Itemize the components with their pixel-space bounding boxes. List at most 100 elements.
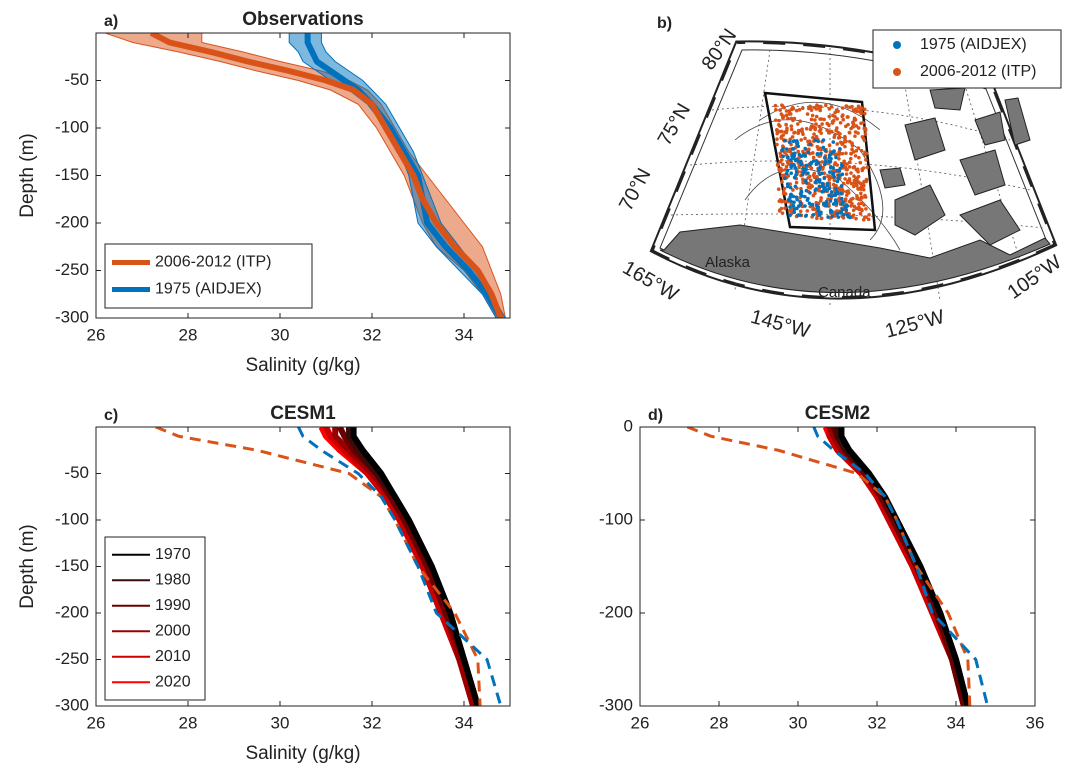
track-point <box>789 127 794 132</box>
panel-title: CESM2 <box>805 403 870 424</box>
track-point <box>827 123 831 128</box>
track-point <box>835 126 839 130</box>
track-point <box>788 137 793 142</box>
x-tick-label: 34 <box>947 713 966 732</box>
track-point <box>848 156 853 161</box>
plot-area <box>105 33 506 318</box>
track-point <box>850 104 854 109</box>
track-point <box>831 140 836 144</box>
track-point <box>816 139 821 144</box>
track-point <box>799 138 803 142</box>
track-point <box>826 215 830 219</box>
track-point <box>857 155 861 160</box>
track-point <box>852 204 857 209</box>
track-point <box>810 124 814 128</box>
x-tick-label: 32 <box>868 713 887 732</box>
track-point <box>801 166 805 171</box>
track-point <box>814 203 819 208</box>
track-point <box>846 115 850 119</box>
profile-line <box>149 33 504 318</box>
track-point <box>854 124 859 128</box>
place-label: Alaska <box>705 254 751 271</box>
track-point <box>849 171 853 175</box>
track-point <box>815 216 819 221</box>
track-point <box>840 106 845 110</box>
track-point <box>794 180 799 185</box>
panel-label: c) <box>104 407 118 424</box>
track-point <box>791 188 795 192</box>
y-tick-label: -100 <box>599 509 633 528</box>
track-point <box>859 191 863 196</box>
track-point <box>849 151 853 156</box>
track-point <box>808 127 813 132</box>
track-point <box>844 104 849 108</box>
track-point <box>860 168 865 173</box>
graticule <box>711 105 1011 141</box>
track-point <box>818 108 822 113</box>
track-point <box>841 181 846 186</box>
track-point <box>838 166 843 171</box>
track-point <box>819 210 823 215</box>
track-point <box>852 109 856 113</box>
plot-area <box>155 427 503 706</box>
track-point <box>780 211 785 215</box>
track-point <box>792 200 796 205</box>
track-point <box>846 189 850 193</box>
x-tick-label: 26 <box>87 325 106 344</box>
x-tick-label: 28 <box>179 713 198 732</box>
bathymetry <box>759 101 881 131</box>
legend-label: 1970 <box>155 546 191 563</box>
track-point <box>814 200 819 205</box>
track-point <box>778 160 783 164</box>
track-point <box>859 148 864 153</box>
track-point <box>813 127 817 132</box>
legend-box <box>104 536 206 701</box>
track-point <box>826 197 830 201</box>
reference-line <box>297 427 503 706</box>
track-point <box>819 196 823 200</box>
legend-swatch <box>893 68 901 76</box>
track-point <box>837 135 842 140</box>
island <box>904 117 946 161</box>
track-point <box>795 141 800 145</box>
track-point <box>782 105 786 110</box>
track-point <box>804 188 809 193</box>
y-tick-label: -100 <box>55 117 89 136</box>
track-point <box>776 129 780 133</box>
track-point <box>791 203 796 208</box>
island <box>894 184 946 236</box>
track-point <box>820 122 824 126</box>
x-tick-label: 32 <box>363 713 382 732</box>
track-point <box>786 198 791 202</box>
track-point <box>781 133 786 137</box>
track-point <box>780 180 784 184</box>
track-point <box>782 186 787 191</box>
track-point <box>865 165 870 170</box>
y-tick-label: -250 <box>55 649 89 668</box>
track-point <box>837 173 841 178</box>
y-tick-label: -250 <box>55 260 89 279</box>
track-point <box>856 105 861 110</box>
track-point <box>851 208 856 213</box>
y-tick-label: -50 <box>64 463 89 482</box>
track-point <box>841 212 846 217</box>
track-point <box>808 162 812 167</box>
x-axis-label: Salinity (g/kg) <box>245 355 360 376</box>
track-point <box>829 209 834 214</box>
track-point <box>862 215 867 219</box>
track-point <box>789 158 793 162</box>
track-point <box>831 172 835 176</box>
track-point <box>803 204 807 208</box>
track-point <box>861 184 866 189</box>
track-point <box>851 165 856 170</box>
island <box>1004 97 1031 146</box>
reference-line <box>686 427 972 706</box>
track-point <box>829 129 834 134</box>
x-tick-label: 30 <box>271 713 290 732</box>
track-point <box>795 122 800 126</box>
track-point <box>810 202 815 207</box>
track-point <box>838 146 842 151</box>
track-point <box>798 119 803 124</box>
track-point <box>850 125 855 129</box>
